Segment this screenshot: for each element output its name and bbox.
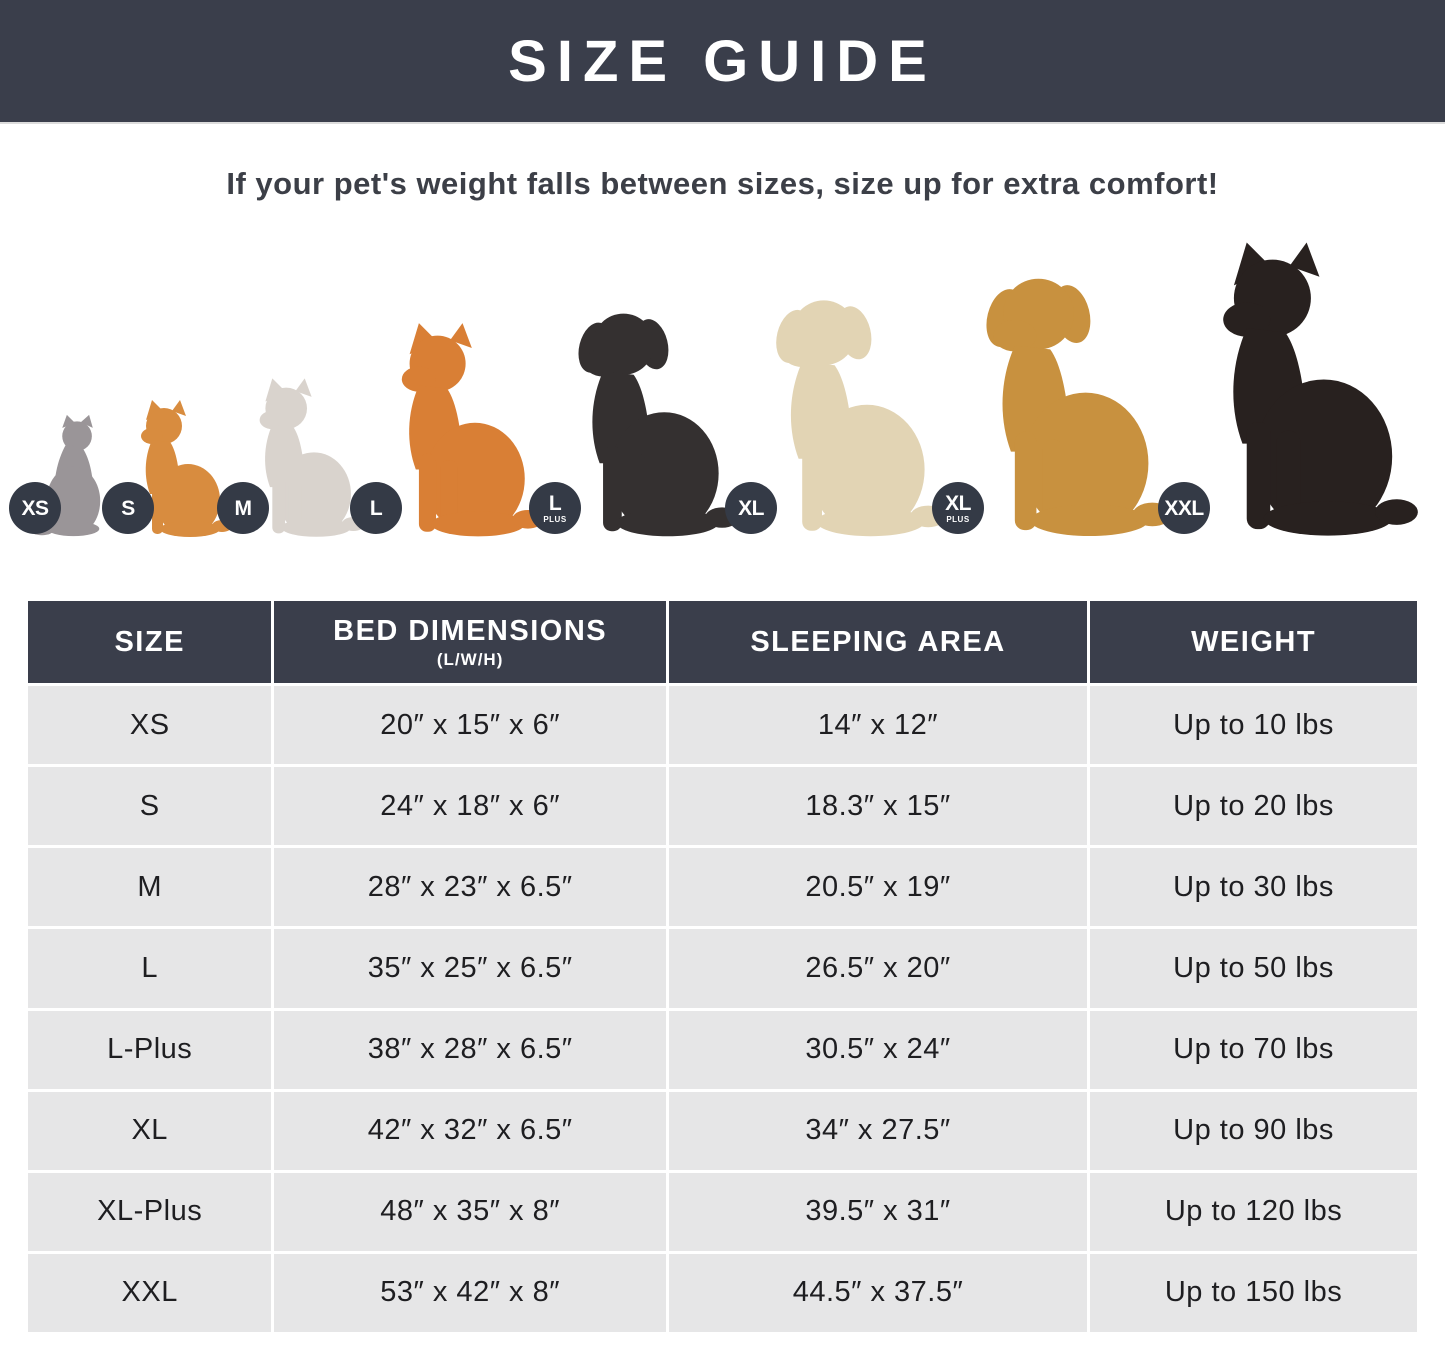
pet-figure-golden-retriever: XL PLUS <box>932 263 1174 538</box>
column-header-sleeping-area: SLEEPING AREA <box>668 601 1088 683</box>
cell-dimensions: 28″ x 23″ x 6.5″ <box>274 848 666 927</box>
cell-weight: Up to 90 lbs <box>1090 1091 1417 1170</box>
cell-size: L-Plus <box>28 1010 272 1089</box>
size-badge-label: XS <box>21 496 49 520</box>
size-badge-s: S <box>102 482 154 534</box>
cell-dimensions: 35″ x 25″ x 6.5″ <box>274 929 666 1008</box>
pet-figure-pomeranian: S <box>102 398 233 538</box>
size-badge-label: XL <box>945 491 971 515</box>
size-badge-m: M <box>217 482 269 534</box>
column-header-weight-label: WEIGHT <box>1191 625 1317 658</box>
cell-size: XL-Plus <box>28 1172 272 1251</box>
pet-figure-doberman: XXL <box>1158 238 1420 538</box>
doberman-silhouette-icon <box>1223 242 1418 536</box>
page-title: SIZE GUIDE <box>508 28 937 94</box>
cell-weight: Up to 150 lbs <box>1090 1253 1417 1332</box>
cell-weight: Up to 30 lbs <box>1090 848 1417 927</box>
size-badge-xs: XS <box>9 482 61 534</box>
size-badge-label: L <box>548 491 562 515</box>
size-badge-sub-label: PLUS <box>543 514 567 524</box>
size-badge-label: L <box>369 496 383 520</box>
column-header-bed-dimensions-label: BED DIMENSIONS <box>333 614 608 647</box>
cell-dimensions: 38″ x 28″ x 6.5″ <box>274 1010 666 1089</box>
cell-weight: Up to 70 lbs <box>1090 1010 1417 1089</box>
subtitle: If your pet's weight falls between sizes… <box>226 166 1219 201</box>
pet-figure-border-collie: L PLUS <box>529 300 741 538</box>
cell-weight: Up to 20 lbs <box>1090 767 1417 846</box>
cell-size: XS <box>28 686 272 765</box>
size-badge-xxl: XXL <box>1158 482 1210 534</box>
column-header-bed-dimensions-sub-label: (L/W/H) <box>436 649 504 669</box>
cell-size: S <box>28 767 272 846</box>
pet-figure-shiba-inu: L <box>350 320 545 538</box>
cell-sleeping-area: 34″ x 27.5″ <box>668 1091 1088 1170</box>
cell-dimensions: 24″ x 18″ x 6″ <box>274 767 666 846</box>
cell-weight: Up to 10 lbs <box>1090 686 1417 765</box>
cell-dimensions: 48″ x 35″ x 8″ <box>274 1172 666 1251</box>
size-table: SIZE BED DIMENSIONS (L/W/H) SLEEPING ARE… <box>28 601 1417 1332</box>
cell-sleeping-area: 44.5″ x 37.5″ <box>668 1253 1088 1332</box>
cell-sleeping-area: 39.5″ x 31″ <box>668 1172 1088 1251</box>
size-badge-label: XXL <box>1164 496 1204 520</box>
cell-size: XL <box>28 1091 272 1170</box>
size-badge-xl-plus: XL PLUS <box>932 482 984 534</box>
cell-dimensions: 53″ x 42″ x 8″ <box>274 1253 666 1332</box>
cell-size: XXL <box>28 1253 272 1332</box>
pet-figure-labrador: XL <box>725 286 948 538</box>
cell-weight: Up to 120 lbs <box>1090 1172 1417 1251</box>
size-badge-l: L <box>350 482 402 534</box>
cell-weight: Up to 50 lbs <box>1090 929 1417 1008</box>
size-badge-label: M <box>234 496 253 520</box>
cell-size: L <box>28 929 272 1008</box>
cell-sleeping-area: 18.3″ x 15″ <box>668 767 1088 846</box>
column-header-size: SIZE <box>28 601 272 683</box>
cell-size: M <box>28 848 272 927</box>
cell-sleeping-area: 26.5″ x 20″ <box>668 929 1088 1008</box>
cell-dimensions: 42″ x 32″ x 6.5″ <box>274 1091 666 1170</box>
column-header-sleeping-area-label: SLEEPING AREA <box>750 625 1006 658</box>
pets-size-comparison-row: XS S M L L PLUS <box>0 242 1445 556</box>
cell-sleeping-area: 30.5″ x 24″ <box>668 1010 1088 1089</box>
cell-dimensions: 20″ x 15″ x 6″ <box>274 686 666 765</box>
size-badge-label: XL <box>738 496 764 520</box>
subtitle-wrap: If your pet's weight falls between sizes… <box>0 124 1445 202</box>
pet-figure-french-bulldog: M <box>217 376 366 538</box>
cell-sleeping-area: 20.5″ x 19″ <box>668 848 1088 927</box>
cell-sleeping-area: 14″ x 12″ <box>668 686 1088 765</box>
column-header-size-label: SIZE <box>114 625 185 658</box>
column-header-weight: WEIGHT <box>1090 601 1417 683</box>
pet-figure-cat: XS <box>9 413 118 538</box>
column-header-bed-dimensions: BED DIMENSIONS (L/W/H) <box>274 601 666 683</box>
size-badge-sub-label: PLUS <box>946 514 970 524</box>
size-badge-l-plus: L PLUS <box>529 482 581 534</box>
header-bar: SIZE GUIDE <box>0 0 1445 124</box>
size-badge-xl: XL <box>725 482 777 534</box>
size-badge-label: S <box>121 496 135 520</box>
